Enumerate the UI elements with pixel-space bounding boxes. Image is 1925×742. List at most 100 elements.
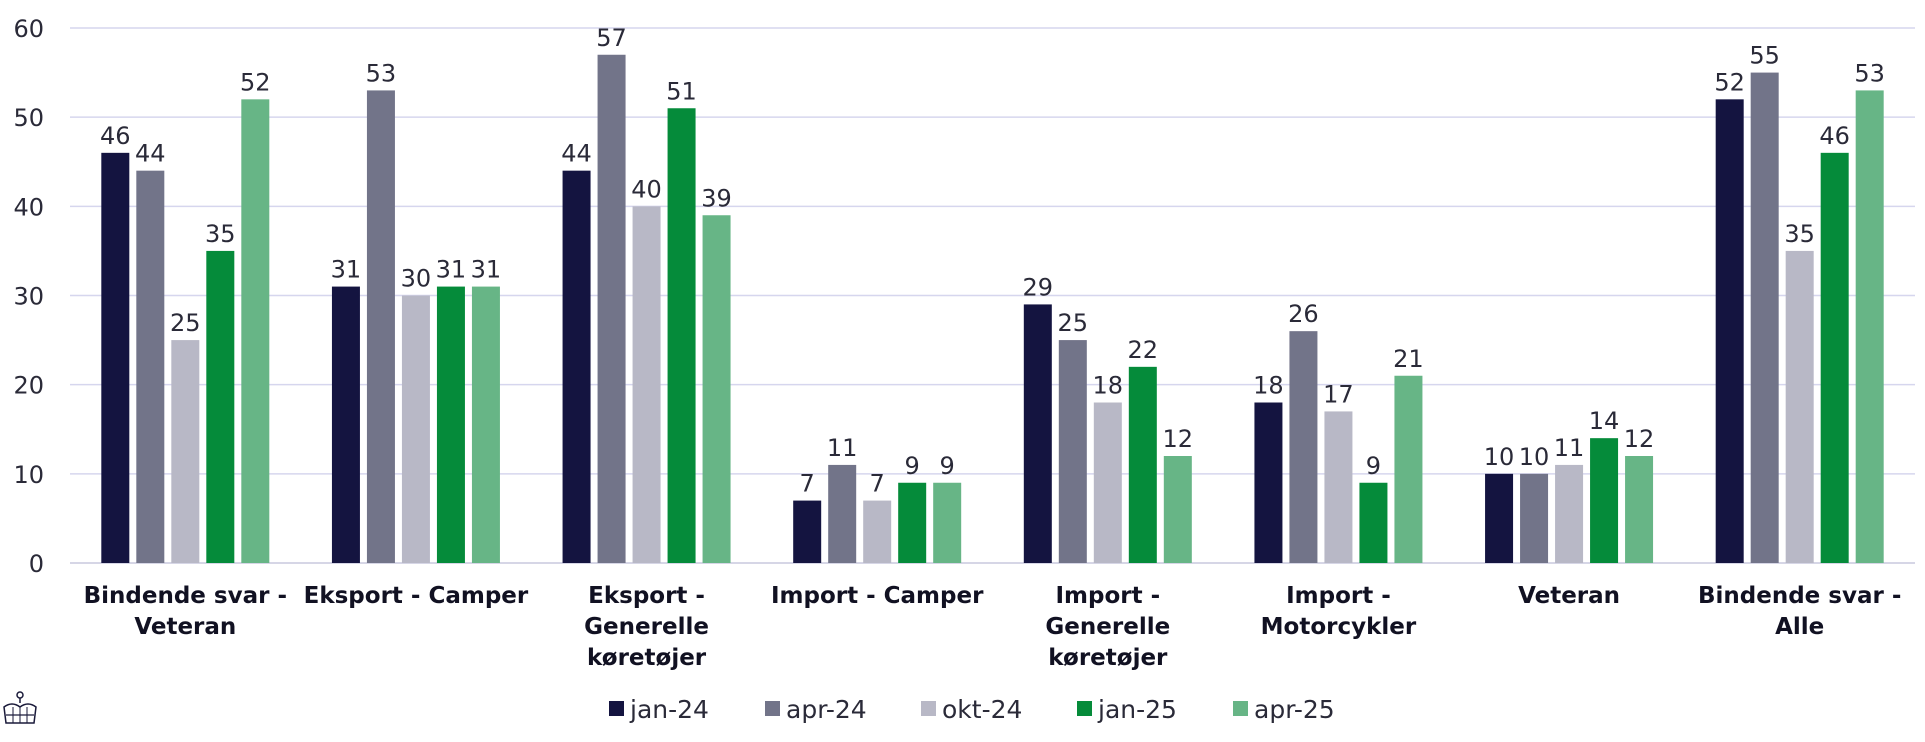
x-tick-label-line: Bindende svar - bbox=[84, 583, 287, 609]
data-label: 10 bbox=[1519, 443, 1550, 471]
legend-swatch bbox=[921, 701, 936, 716]
bar bbox=[101, 152, 130, 564]
data-label: 12 bbox=[1624, 425, 1655, 453]
y-tick-label: 60 bbox=[13, 15, 44, 43]
x-tick-label: Eksport - Generelle køretøjer bbox=[584, 583, 709, 671]
bar bbox=[1750, 72, 1779, 563]
x-tick-label-line: køretøjer bbox=[587, 645, 707, 671]
bar bbox=[1359, 482, 1388, 563]
data-label: 46 bbox=[100, 122, 131, 150]
bar bbox=[1394, 375, 1423, 563]
x-tick-label-line: Import - bbox=[1286, 583, 1391, 609]
x-tick-label-line: Eksport - bbox=[588, 583, 705, 609]
bar bbox=[1520, 473, 1549, 563]
bar bbox=[1715, 99, 1744, 563]
legend-label: okt-24 bbox=[942, 695, 1022, 724]
x-tick-label-line: køretøjer bbox=[1048, 645, 1168, 671]
bar bbox=[1128, 366, 1157, 563]
data-label: 10 bbox=[1484, 443, 1515, 471]
bar bbox=[1590, 438, 1619, 563]
bar bbox=[1324, 411, 1353, 563]
y-tick-label: 30 bbox=[13, 283, 44, 311]
legend-label: jan-25 bbox=[1097, 695, 1177, 724]
data-label: 35 bbox=[1784, 220, 1815, 248]
data-label: 25 bbox=[1058, 309, 1089, 337]
bar bbox=[171, 340, 200, 563]
data-label: 31 bbox=[471, 256, 502, 284]
legend-label: apr-25 bbox=[1254, 695, 1335, 724]
x-tick-label: Import - Motorcykler bbox=[1261, 583, 1417, 640]
bar bbox=[1163, 456, 1192, 563]
data-label: 40 bbox=[631, 175, 662, 203]
data-label: 57 bbox=[596, 24, 627, 52]
data-label: 53 bbox=[1854, 59, 1885, 87]
categories-layer: Bindende svar - Veteran Eksport - Camper Ek… bbox=[84, 583, 1902, 671]
bar bbox=[1058, 340, 1087, 563]
data-label: 9 bbox=[940, 452, 955, 480]
data-label: 31 bbox=[331, 256, 362, 284]
bar bbox=[241, 99, 270, 563]
bar bbox=[1023, 304, 1052, 563]
data-label: 51 bbox=[666, 77, 697, 105]
bar bbox=[828, 464, 857, 563]
bar bbox=[401, 295, 430, 563]
y-tick-label: 10 bbox=[13, 461, 44, 489]
data-label: 18 bbox=[1093, 372, 1124, 400]
crown-icon bbox=[3, 691, 37, 724]
data-label: 7 bbox=[870, 470, 885, 498]
bar bbox=[933, 482, 962, 563]
data-label: 7 bbox=[800, 470, 815, 498]
data-label: 14 bbox=[1589, 407, 1620, 435]
data-label: 29 bbox=[1023, 273, 1054, 301]
bar bbox=[331, 286, 360, 563]
x-tick-label: Bindende svar - Veteran bbox=[84, 583, 287, 640]
bar bbox=[1093, 402, 1122, 563]
bar bbox=[597, 54, 626, 563]
bar bbox=[436, 286, 465, 563]
x-tick-label-line: Veteran bbox=[134, 614, 236, 640]
bar bbox=[1625, 456, 1654, 563]
data-label: 11 bbox=[827, 434, 858, 462]
bar bbox=[702, 215, 731, 563]
data-label: 52 bbox=[1714, 68, 1745, 96]
bar bbox=[206, 250, 235, 563]
y-tick-label: 20 bbox=[13, 372, 44, 400]
data-label: 25 bbox=[170, 309, 201, 337]
legend-label: apr-24 bbox=[786, 695, 867, 724]
data-label: 39 bbox=[701, 184, 732, 212]
y-tick-label: 50 bbox=[13, 104, 44, 132]
legend-swatch bbox=[1077, 701, 1092, 716]
legend-label: jan-24 bbox=[629, 695, 709, 724]
data-label: 46 bbox=[1819, 122, 1850, 150]
y-tick-label: 0 bbox=[29, 550, 44, 578]
data-label: 53 bbox=[366, 59, 397, 87]
x-tick-label: Eksport - Camper bbox=[304, 583, 529, 609]
bars-layer bbox=[101, 54, 1884, 564]
bar bbox=[136, 170, 165, 563]
x-tick-label-line: Motorcykler bbox=[1261, 614, 1417, 640]
bar bbox=[793, 500, 822, 563]
data-label: 21 bbox=[1393, 345, 1424, 373]
legend-layer: jan-24 apr-24 okt-24 jan-25 apr-25 bbox=[609, 695, 1335, 724]
data-label: 44 bbox=[135, 140, 166, 168]
x-tick-label-line: Generelle bbox=[584, 614, 709, 640]
data-label: 12 bbox=[1163, 425, 1194, 453]
bar bbox=[1485, 473, 1514, 563]
data-label: 31 bbox=[436, 256, 467, 284]
data-label: 30 bbox=[401, 265, 432, 293]
x-tick-label: Veteran bbox=[1518, 583, 1620, 609]
data-label: 55 bbox=[1749, 42, 1780, 70]
x-tick-label: Import - Generelle køretøjer bbox=[1045, 583, 1170, 671]
y-tick-label: 40 bbox=[13, 193, 44, 221]
bar bbox=[667, 108, 696, 563]
bar bbox=[562, 170, 591, 563]
bar bbox=[1289, 331, 1318, 563]
data-label: 35 bbox=[205, 220, 236, 248]
data-label: 26 bbox=[1288, 300, 1319, 328]
x-tick-label-line: Import - bbox=[1055, 583, 1160, 609]
data-label: 11 bbox=[1554, 434, 1585, 462]
bar bbox=[1555, 464, 1584, 563]
legend-swatch bbox=[609, 701, 624, 716]
